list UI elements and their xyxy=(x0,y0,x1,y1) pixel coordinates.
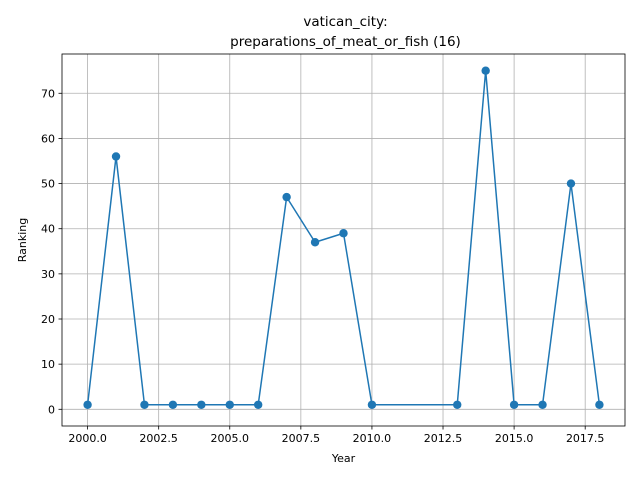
data-point xyxy=(367,400,377,409)
x-tick-label: 2017.5 xyxy=(566,432,605,445)
data-point xyxy=(140,400,149,409)
data-point xyxy=(282,192,291,202)
data-point xyxy=(595,400,604,409)
y-tick-label: 20 xyxy=(41,313,55,326)
y-tick-label: 60 xyxy=(41,132,55,145)
data-point xyxy=(111,152,121,161)
data-point xyxy=(168,400,178,409)
data-point xyxy=(310,238,320,247)
data-point xyxy=(538,400,547,409)
chart-title-line-1: vatican_city: xyxy=(303,14,387,30)
x-tick-label: 2012.5 xyxy=(424,432,463,445)
data-point xyxy=(197,400,206,409)
y-tick-label: 0 xyxy=(48,403,55,416)
x-tick-label: 2005.0 xyxy=(211,432,250,445)
grid-lines xyxy=(62,54,625,426)
y-tick-label: 40 xyxy=(41,223,55,236)
x-axis-label: Year xyxy=(331,452,356,465)
x-tick-label: 2015.0 xyxy=(495,432,534,445)
y-tick-label: 50 xyxy=(41,178,55,191)
data-point xyxy=(253,400,263,409)
data-point xyxy=(509,400,519,409)
y-tick-label: 70 xyxy=(41,87,55,100)
axis-ticks: 2000.0 2002.5 2005.0 2007.5 2010.0 2012.5 2015… xyxy=(41,87,604,445)
y-axis-label: Ranking xyxy=(16,218,29,263)
x-tick-label: 2002.5 xyxy=(139,432,178,445)
data-point xyxy=(83,400,92,409)
data-point xyxy=(481,66,490,75)
data-point xyxy=(566,179,576,188)
x-tick-label: 2010.0 xyxy=(353,432,392,445)
chart-title-line-2: preparations_of_meat_or_fish (16) xyxy=(230,34,461,50)
series-line xyxy=(86,69,601,406)
y-tick-label: 10 xyxy=(41,358,55,371)
data-series xyxy=(83,66,604,409)
data-point xyxy=(453,400,462,409)
plot-frame xyxy=(61,53,626,427)
x-tick-label: 2000.0 xyxy=(68,432,107,445)
x-tick-label: 2007.5 xyxy=(282,432,321,445)
data-point xyxy=(339,229,348,238)
data-point xyxy=(225,400,234,409)
y-tick-label: 30 xyxy=(41,268,55,281)
